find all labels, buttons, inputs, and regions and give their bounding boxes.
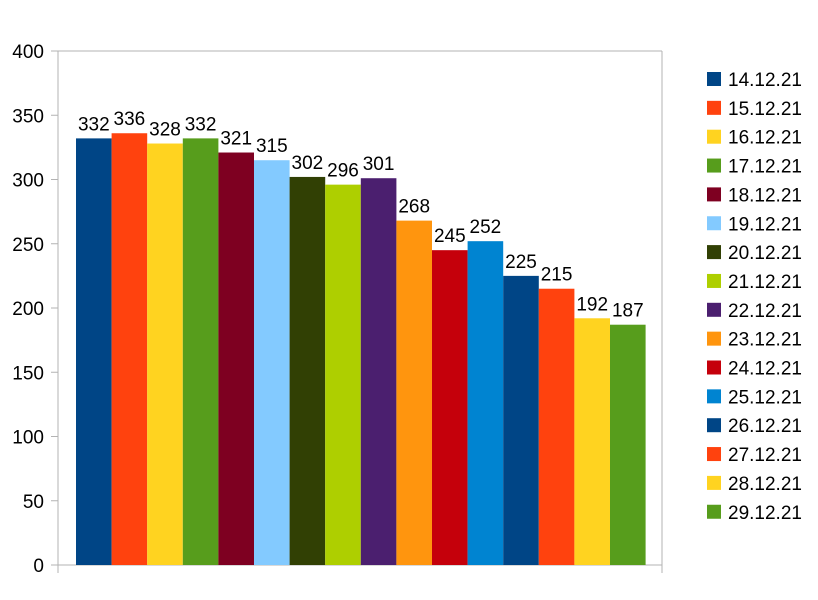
- legend-swatch: [707, 504, 721, 519]
- legend-swatch: [707, 245, 721, 260]
- data-label: 336: [114, 109, 146, 130]
- data-label: 245: [434, 226, 466, 247]
- y-tick-label: 150: [12, 363, 44, 384]
- legend-label: 28.12.21: [728, 474, 802, 495]
- data-label: 192: [576, 294, 608, 315]
- data-label: 315: [256, 136, 288, 157]
- bar: [76, 138, 112, 565]
- legend-label: 19.12.21: [728, 214, 802, 235]
- data-label: 187: [612, 301, 644, 322]
- data-label: 268: [398, 197, 430, 218]
- data-label: 302: [292, 153, 324, 174]
- legend-swatch: [707, 475, 721, 490]
- legend-swatch: [707, 129, 721, 144]
- data-label: 321: [220, 129, 252, 150]
- bar: [147, 143, 183, 565]
- legend-swatch: [707, 389, 721, 404]
- bar: [111, 133, 148, 566]
- bar: [432, 250, 468, 566]
- bar: [610, 324, 646, 565]
- legend-swatch: [707, 187, 721, 202]
- y-tick-label: 100: [12, 428, 44, 449]
- legend-swatch: [707, 273, 721, 288]
- bar: [325, 184, 361, 565]
- legend-label: 27.12.21: [728, 445, 802, 466]
- legend-label: 15.12.21: [728, 99, 802, 120]
- y-tick-label: 400: [12, 42, 44, 63]
- y-tick-label: 50: [23, 492, 44, 513]
- legend-label: 21.12.21: [728, 272, 802, 293]
- legend-label: 17.12.21: [728, 157, 802, 178]
- legend-label: 29.12.21: [728, 503, 802, 524]
- legend-label: 25.12.21: [728, 387, 802, 408]
- legend-swatch: [707, 216, 721, 231]
- legend-swatch: [707, 302, 721, 317]
- legend-label: 16.12.21: [728, 128, 802, 149]
- bar: [574, 318, 610, 565]
- legend-swatch: [707, 447, 721, 462]
- y-tick-label: 200: [12, 299, 44, 320]
- bar: [396, 220, 432, 565]
- legend-label: 26.12.21: [728, 416, 802, 437]
- data-label: 296: [327, 161, 359, 182]
- bar: [467, 241, 504, 565]
- legend-label: 22.12.21: [728, 301, 802, 322]
- legend-swatch: [707, 360, 721, 375]
- data-label: 328: [149, 120, 181, 141]
- data-label: 301: [363, 154, 395, 175]
- data-label: 332: [185, 114, 217, 135]
- legend-label: 24.12.21: [728, 359, 802, 380]
- legend: 14.12.21 15.12.21 16.12.21 17.12.21 18.12.21…: [707, 70, 802, 524]
- legend-label: 14.12.21: [728, 70, 802, 91]
- legend-swatch: [707, 158, 721, 173]
- y-tick-label: 350: [12, 106, 44, 127]
- legend-swatch: [707, 331, 721, 346]
- data-label: 215: [541, 265, 573, 286]
- bar: [182, 138, 219, 565]
- bar: [360, 178, 397, 565]
- y-tick-label: 250: [12, 235, 44, 256]
- data-label: 252: [470, 217, 502, 238]
- legend-label: 18.12.21: [728, 185, 802, 206]
- data-label: 332: [78, 114, 110, 135]
- data-label: 225: [505, 252, 537, 273]
- bar: [503, 275, 539, 565]
- legend-label: 23.12.21: [728, 330, 802, 351]
- y-axis: 0 50 100 150 200 250 300 350 400: [12, 42, 58, 577]
- bar: [538, 288, 575, 565]
- y-tick-label: 300: [12, 171, 44, 192]
- bar: [289, 176, 326, 565]
- bars-group: [76, 133, 646, 566]
- legend-label: 20.12.21: [728, 243, 802, 264]
- bar: [218, 152, 254, 565]
- legend-swatch: [707, 418, 721, 433]
- bar: [254, 160, 290, 565]
- legend-swatch: [707, 100, 721, 115]
- y-tick-label: 0: [33, 556, 44, 577]
- legend-swatch: [707, 72, 721, 86]
